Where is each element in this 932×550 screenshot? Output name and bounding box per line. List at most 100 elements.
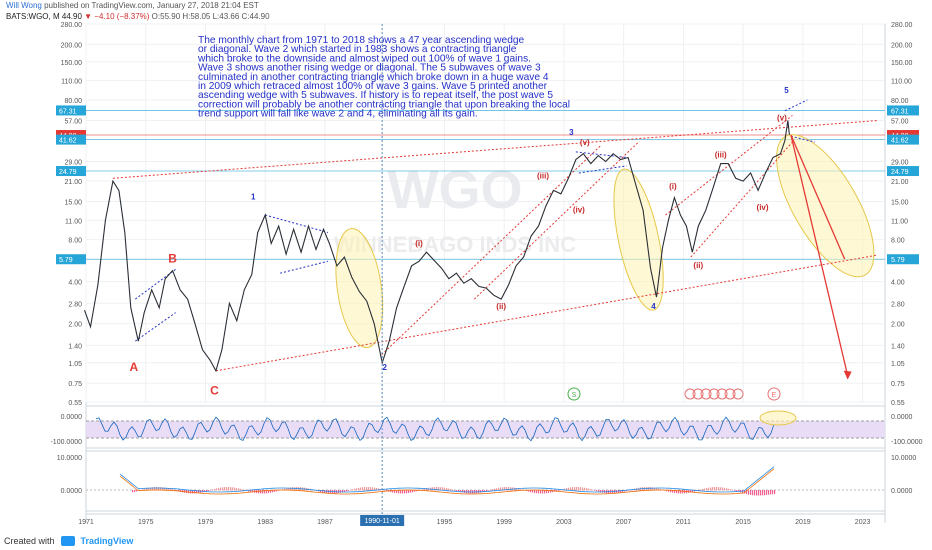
oscillator-2-bar: [714, 487, 716, 491]
oscillator-2-pane[interactable]: [85, 450, 886, 512]
y-tick-label-left: 80.00: [64, 98, 82, 105]
oscillator-2-bar: [386, 490, 388, 492]
oscillator-2-bar: [764, 490, 766, 496]
oscillator-2-bar: [192, 490, 194, 494]
oscillator-2-bar: [574, 487, 576, 491]
event-marker-E[interactable]: [767, 387, 781, 401]
annotation-line: in 2009 which retraced almost 100% of wa…: [198, 81, 548, 92]
tradingview-logo-icon[interactable]: [60, 536, 75, 546]
oscillator-2-bar: [602, 490, 604, 493]
oscillator-2-bar: [352, 489, 354, 491]
oscillator-2-bar: [526, 490, 528, 492]
y-tick-label-right: 0.75: [891, 381, 905, 388]
tradingview-brand[interactable]: TradingView: [80, 536, 134, 546]
oscillator-2-bar: [588, 488, 590, 491]
y-tick-label-left: 8.00: [68, 238, 82, 245]
oscillator-2-bar: [656, 488, 658, 491]
created-with-label: Created with: [4, 536, 55, 546]
y-tick-label-left: 1.05: [68, 361, 82, 368]
oscillator-2-bar: [218, 487, 220, 491]
oscillator-2-bar: [576, 487, 578, 491]
oscillator-2-bar: [518, 488, 520, 491]
x-tick-label: 2019: [795, 519, 811, 526]
oscillator-2-bar: [286, 488, 288, 491]
oscillator-2-bar: [760, 490, 762, 496]
wave-label-2: 2: [382, 363, 387, 372]
oscillator-2-bar: [228, 487, 230, 491]
oscillator-2-bar: [504, 487, 506, 491]
oscillator-2-bar: [556, 490, 558, 492]
oscillator-2-bar: [774, 490, 776, 495]
footer: Created with TradingView: [4, 532, 404, 550]
oscillator-2-bar: [724, 487, 726, 491]
annotation-line: culminated in another contracting triang…: [198, 72, 549, 83]
event-marker[interactable]: [684, 388, 696, 400]
oscillator-2-bar: [698, 490, 700, 491]
wave-label-iv: (iv): [573, 206, 585, 215]
oscillator-2-bar: [720, 487, 722, 491]
x-tick-label: 1979: [198, 519, 214, 526]
oscillator-2-bar: [738, 490, 740, 492]
oscillator-2-bar: [272, 490, 274, 493]
oscillator-2-bar: [744, 490, 746, 494]
oscillator-2-bar: [536, 490, 538, 494]
oscillator-2-bar: [210, 489, 212, 491]
oscillator-2-bar: [142, 489, 144, 491]
annotation-text: The monthly chart from 1971 to 2018 show…: [197, 35, 570, 120]
oscillator-2-bar: [172, 489, 174, 491]
oscillator-2-bar: [520, 489, 522, 491]
oscillator-2-bar: [540, 490, 542, 494]
oscillator-2-bar: [396, 490, 398, 494]
event-marker-label: E: [772, 392, 777, 399]
oscillator-2-bar: [364, 487, 366, 491]
event-marker[interactable]: [708, 388, 720, 400]
event-marker[interactable]: [716, 388, 728, 400]
oscillator-2-bar: [348, 490, 350, 491]
oscillator-2-bar: [448, 488, 450, 491]
oscillator-2-bar: [158, 487, 160, 491]
oscillator-2-bar: [412, 490, 414, 493]
y-tick-label-right: 80.00: [891, 98, 909, 105]
author-name[interactable]: Will Wong: [6, 1, 42, 10]
oscillator-2-bar: [208, 490, 210, 491]
oscillator-2-bar: [728, 488, 730, 491]
x-tick-label: 1971: [78, 519, 94, 526]
oscillator-2-bar: [234, 487, 236, 491]
triangle-w2-upper: [265, 214, 329, 233]
oscillator-2-bar: [586, 488, 588, 491]
oscillator-2-bar: [156, 487, 158, 491]
price-level-label-left: 24.79: [59, 169, 77, 176]
triangle-w5-upper: [784, 99, 808, 112]
oscillator-2-bar: [548, 490, 550, 493]
y-tick-label-left: 2.00: [68, 322, 82, 329]
event-marker-S[interactable]: [567, 387, 581, 401]
oscillator-2-bar: [658, 488, 660, 491]
oscillator-2-bar: [276, 490, 278, 492]
oscillator-1-band: [86, 421, 885, 438]
oscillator-2-bar: [546, 490, 548, 494]
oscillator-1-line: [95, 416, 775, 442]
y-tick-label-right: 200.00: [891, 42, 913, 49]
price-level-label-left: 5.79: [59, 257, 73, 264]
x-tick-label: 2023: [855, 519, 871, 526]
oscillator-2-bar: [678, 490, 680, 494]
price-level-label-right: 41.62: [891, 138, 909, 145]
oscillator-2-bar: [692, 490, 694, 493]
event-marker[interactable]: [692, 388, 704, 400]
oscillator-2-bar: [174, 489, 176, 491]
price-series-line[interactable]: [83, 120, 790, 373]
oscillator-2-bar: [734, 490, 736, 491]
y-tick-label-left: 280.00: [61, 22, 83, 29]
event-marker[interactable]: [700, 388, 712, 400]
annotation-line: Wave 3 shows another rising wedge or dia…: [198, 63, 541, 74]
event-marker[interactable]: [732, 388, 744, 400]
oscillator-2-bar: [648, 487, 650, 491]
oscillator-2-bar: [702, 488, 704, 491]
oscillator-2-bar: [372, 487, 374, 491]
price-pane[interactable]: [85, 23, 886, 403]
event-marker[interactable]: [724, 388, 736, 400]
oscillator-2-bar: [716, 487, 718, 491]
wave-label-v: (v): [580, 138, 590, 147]
oscillator-2-bar: [544, 490, 546, 494]
